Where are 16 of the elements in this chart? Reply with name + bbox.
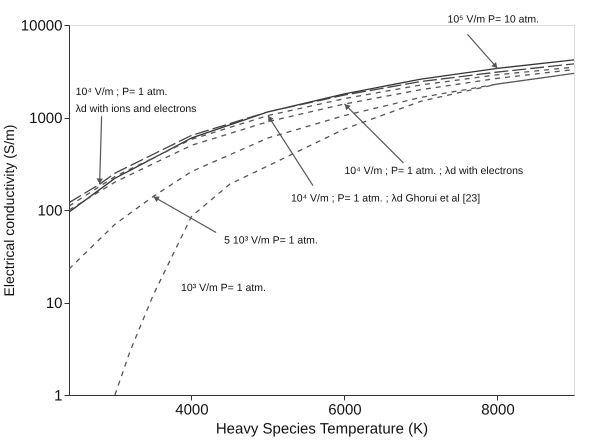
x-tick-label: 4000 (175, 402, 209, 418)
annotation: 10⁵ V/m P= 10 atm. (447, 13, 540, 26)
annotation: 5 10³ V/m P= 1 atm. (224, 234, 318, 246)
annotation: 10⁴ V/m ; P= 1 atm. ; λd Ghorui et al [23] (290, 192, 480, 205)
y-tick-label: 1 (54, 388, 62, 404)
x-axis-title: Heavy Species Temperature (K) (216, 420, 428, 438)
annotation: 10⁴ V/m ; P= 1 atm. ; λd with electrons (344, 164, 524, 177)
y-tick-label: 1000 (29, 110, 62, 127)
annotation: 10³ V/m P= 1 atm. (181, 282, 266, 294)
x-tick-label: 8000 (481, 402, 515, 418)
x-tick-label: 6000 (328, 402, 362, 418)
annotation: 10⁴ V/m ; P= 1 atm. λd with ions and electrons (76, 86, 196, 116)
y-tick-label: 100 (37, 202, 62, 220)
y-tick-label: 10000 (20, 18, 62, 34)
y-tick-label: 10 (46, 295, 62, 312)
y-axis-title: Electrical conductivity (S/m) (0, 124, 17, 296)
